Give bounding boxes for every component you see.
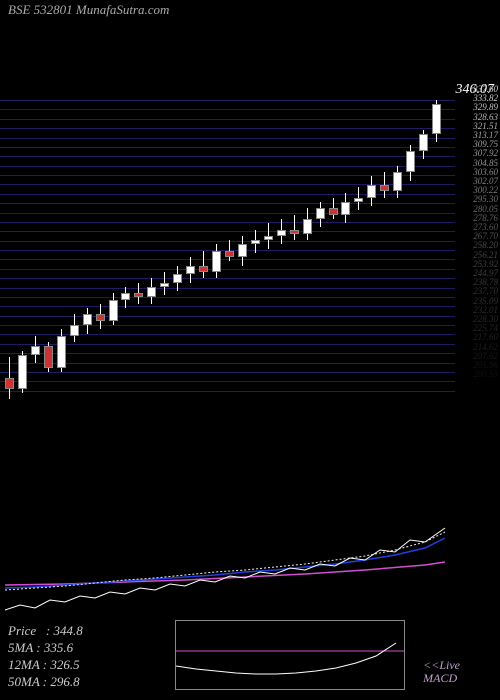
macd-label: <<Live MACD	[423, 659, 460, 685]
header-label: BSE 532801 MunafaSutra.com	[8, 2, 169, 18]
ma-lines	[5, 520, 450, 620]
price-info-block: Price : 344.8 5MA : 335.6 12MA : 326.5 5…	[8, 622, 83, 690]
moving-average-panel: Price : 344.8 5MA : 335.6 12MA : 326.5 5…	[0, 430, 500, 700]
y-axis-labels: 337.60333.82329.89328.63321.51313.17309.…	[456, 85, 498, 380]
macd-inset	[175, 620, 405, 690]
macd-chart	[176, 621, 404, 689]
candlestick-chart: 346.07 337.60333.82329.89328.63321.51313…	[0, 30, 500, 410]
